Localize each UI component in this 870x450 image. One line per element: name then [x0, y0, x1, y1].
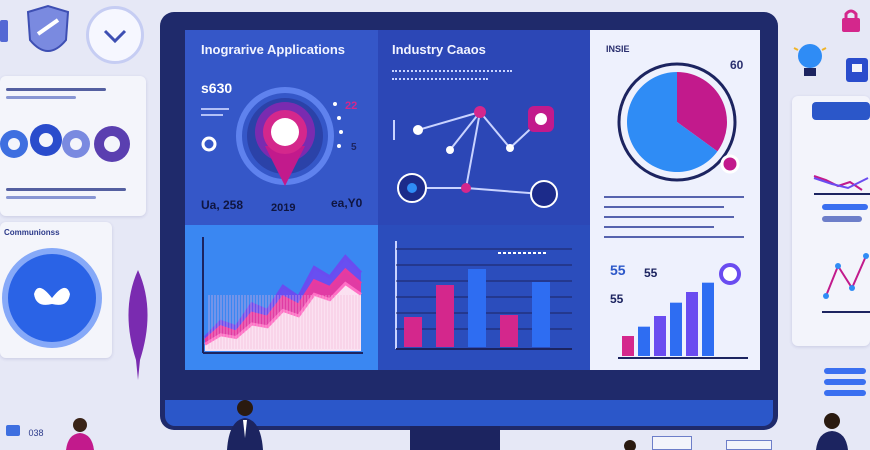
small-code-3: 55	[610, 292, 624, 306]
industry-title: Industry Caaos	[392, 42, 486, 57]
integrative-value-right-2: 5	[351, 142, 357, 153]
area-line-3	[204, 281, 362, 346]
small-bar-4	[670, 302, 682, 356]
person-left	[66, 418, 94, 450]
pie-panel[interactable]: INSIE 60 55 55 55	[590, 30, 760, 370]
pie-chart	[617, 62, 740, 182]
area-chart-panel[interactable]	[185, 225, 378, 370]
small-bar-2	[638, 326, 650, 356]
ring-icon	[201, 136, 217, 152]
integrative-title: Inograrive Applications	[201, 42, 345, 57]
left-info-card	[0, 76, 146, 216]
shield-icon	[0, 4, 70, 52]
bag-icon	[846, 58, 868, 82]
pie-slice-magenta	[677, 72, 727, 152]
integrative-value-bottom-mid: 2019	[271, 202, 296, 214]
pie-label-right: 60	[730, 58, 744, 72]
right-bars-stack	[824, 368, 870, 402]
small-bar-5	[686, 292, 698, 356]
desk-note-2	[726, 440, 772, 450]
area-line-1	[203, 254, 363, 339]
butterfly-icon	[2, 248, 102, 348]
feather-icon	[128, 270, 148, 380]
pie-label-left: INSIE	[606, 44, 630, 54]
industry-panel[interactable]: Industry Caaos	[378, 30, 590, 225]
dashboard-screen: Inograrive Applications s630 22 5 Ua, 25…	[185, 30, 760, 370]
top-left-icon-row	[0, 0, 150, 70]
bar-1	[404, 317, 422, 347]
bar-chart-panel[interactable]	[378, 225, 590, 370]
pie-slice-blue	[627, 71, 718, 172]
lock-icon	[842, 9, 860, 32]
integrative-value-bottom-right: ea,Y0	[331, 196, 363, 210]
monitor-stand	[410, 426, 500, 450]
integrative-panel[interactable]: Inograrive Applications s630 22 5 Ua, 25…	[185, 30, 378, 225]
small-bar-6	[702, 282, 714, 356]
left-badge-bottom: 038	[4, 422, 64, 442]
small-bar-1	[622, 336, 634, 356]
bar-4	[500, 315, 518, 347]
desk-note	[652, 436, 692, 450]
bar-chart	[395, 241, 572, 350]
right-chart-card	[792, 96, 870, 346]
integrative-value-right-1: 22	[345, 100, 358, 112]
small-code-1: 55	[610, 262, 626, 278]
left-card-heading: Communionss	[4, 228, 60, 237]
clock-icon	[86, 6, 144, 64]
network-diagram	[393, 106, 558, 208]
gears-icon	[0, 124, 130, 162]
right-line-chart	[813, 175, 870, 195]
chat-icon	[6, 425, 20, 436]
person-small	[624, 440, 636, 450]
person-right	[816, 413, 848, 450]
bar-3	[468, 269, 486, 347]
area-series-3	[205, 283, 361, 351]
lightbulb-icon	[793, 44, 827, 76]
bar-5	[532, 282, 550, 347]
bar-chart-small	[618, 263, 748, 359]
person-center	[227, 400, 263, 450]
integrative-value-bottom-left: Ua, 258	[201, 198, 244, 212]
area-chart	[202, 237, 363, 354]
location-pin-icon	[236, 87, 343, 186]
right-network-chart	[822, 253, 870, 313]
small-bar-3	[654, 316, 666, 356]
small-code-2: 55	[644, 266, 658, 280]
left-badge-card: Communionss	[0, 222, 112, 358]
monitor-bezel	[165, 400, 773, 426]
integrative-value-top: s630	[201, 80, 233, 96]
bar-2	[436, 285, 454, 347]
left-badge-text: 038	[28, 428, 44, 439]
area-line-2	[204, 267, 362, 342]
